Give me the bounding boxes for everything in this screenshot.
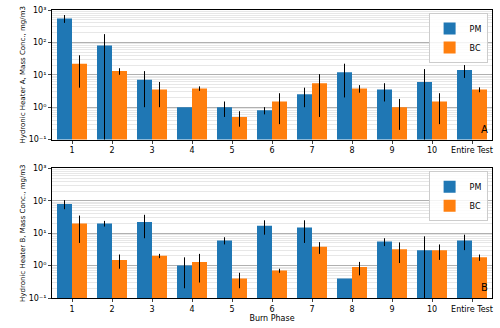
svg-text:Hydronic Heater B, Mass Conc.,: Hydronic Heater B, Mass Conc., mg/m3 — [19, 164, 27, 301]
svg-text:9: 9 — [389, 305, 394, 314]
svg-text:5: 5 — [229, 146, 234, 155]
svg-text:1: 1 — [69, 305, 74, 314]
svg-text:Entire Test: Entire Test — [451, 146, 493, 155]
svg-text:5: 5 — [229, 305, 234, 314]
svg-text:10²: 10² — [33, 38, 46, 47]
svg-text:PM: PM — [470, 183, 482, 192]
svg-text:7: 7 — [309, 146, 314, 155]
svg-text:10³: 10³ — [33, 6, 46, 15]
svg-text:1: 1 — [69, 146, 74, 155]
svg-text:10²: 10² — [33, 197, 46, 206]
svg-text:3: 3 — [149, 305, 154, 314]
svg-text:BC: BC — [470, 44, 481, 53]
svg-text:Entire Test: Entire Test — [451, 305, 493, 314]
svg-text:BC: BC — [470, 202, 481, 211]
svg-text:10⁰: 10⁰ — [33, 261, 46, 270]
svg-text:10¹: 10¹ — [33, 229, 46, 238]
svg-text:Burn Phase: Burn Phase — [249, 314, 294, 323]
svg-text:9: 9 — [389, 146, 394, 155]
svg-text:6: 6 — [269, 146, 274, 155]
svg-text:10: 10 — [427, 146, 437, 155]
svg-text:2: 2 — [109, 305, 114, 314]
svg-text:7: 7 — [309, 305, 314, 314]
svg-text:10⁻¹: 10⁻¹ — [29, 294, 47, 303]
svg-text:A: A — [481, 124, 488, 135]
svg-text:10: 10 — [427, 305, 437, 314]
svg-text:2: 2 — [109, 146, 114, 155]
svg-text:10³: 10³ — [33, 164, 46, 173]
svg-text:4: 4 — [189, 146, 194, 155]
svg-text:8: 8 — [349, 305, 354, 314]
svg-text:10¹: 10¹ — [33, 71, 46, 80]
svg-text:B: B — [481, 282, 488, 293]
svg-text:PM: PM — [470, 25, 482, 34]
svg-text:6: 6 — [269, 305, 274, 314]
svg-text:10⁻¹: 10⁻¹ — [29, 135, 47, 144]
svg-text:8: 8 — [349, 146, 354, 155]
svg-text:Hydronic Heater A, Mass Conc.,: Hydronic Heater A, Mass Conc., mg/m3 — [19, 6, 27, 143]
svg-text:10⁰: 10⁰ — [33, 103, 46, 112]
svg-text:3: 3 — [149, 146, 154, 155]
svg-text:4: 4 — [189, 305, 194, 314]
